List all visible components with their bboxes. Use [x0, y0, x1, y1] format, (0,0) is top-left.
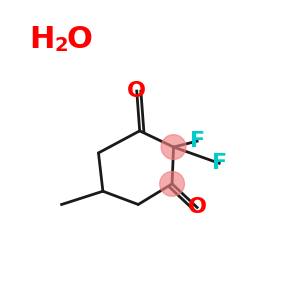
Text: O: O	[188, 197, 207, 218]
Text: 2: 2	[54, 36, 68, 55]
Text: O: O	[127, 81, 146, 101]
Text: F: F	[190, 131, 205, 151]
Circle shape	[160, 172, 184, 196]
Text: H: H	[29, 25, 55, 54]
Circle shape	[161, 135, 186, 159]
Text: O: O	[66, 25, 92, 54]
Text: F: F	[212, 153, 227, 173]
